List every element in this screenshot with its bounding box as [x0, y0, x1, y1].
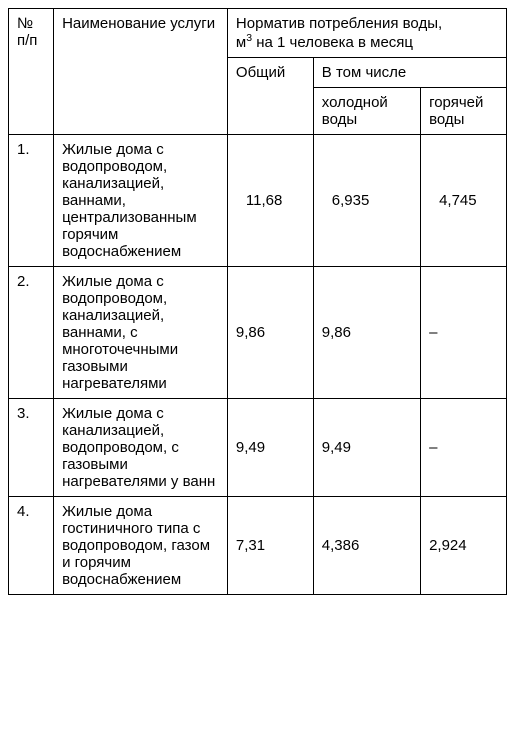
- cell-name: Жилые дома с канализацией, водопроводом,…: [54, 399, 228, 497]
- cell-cold: 4,386: [313, 497, 420, 595]
- header-norm-line1: Норматив потребления воды,: [236, 15, 442, 32]
- cell-cold: 6,935: [313, 135, 420, 267]
- cell-hot: 4,745: [421, 135, 507, 267]
- cell-total: 7,31: [227, 497, 313, 595]
- cell-cold: 9,86: [313, 267, 420, 399]
- header-cold: холодной воды: [313, 88, 420, 135]
- table-row: 3. Жилые дома с канализацией, водопровод…: [9, 399, 507, 497]
- table-row: 2. Жилые дома с водопроводом, канализаци…: [9, 267, 507, 399]
- water-norms-table: № п/п Наименование услуги Норматив потре…: [8, 8, 507, 595]
- cell-hot: –: [421, 399, 507, 497]
- cell-hot: 2,924: [421, 497, 507, 595]
- table-row: 4. Жилые дома гостиничного типа с водопр…: [9, 497, 507, 595]
- header-name: Наименование услуги: [54, 9, 228, 135]
- header-number: № п/п: [9, 9, 54, 135]
- header-hot: горячей воды: [421, 88, 507, 135]
- header-norm: Норматив потребления воды, м3 на 1 челов…: [227, 9, 506, 58]
- cell-total: 11,68: [227, 135, 313, 267]
- cell-total: 9,86: [227, 267, 313, 399]
- cell-name: Жилые дома с водопроводом, канализацией,…: [54, 267, 228, 399]
- cell-number: 4.: [9, 497, 54, 595]
- header-including: В том числе: [313, 58, 506, 88]
- cell-name: Жилые дома гостиничного типа с водопрово…: [54, 497, 228, 595]
- header-norm-suffix: на 1 человека в месяц: [252, 34, 413, 51]
- cell-cold: 9,49: [313, 399, 420, 497]
- cell-number: 3.: [9, 399, 54, 497]
- cell-number: 2.: [9, 267, 54, 399]
- header-norm-m: м: [236, 34, 246, 51]
- cell-total: 9,49: [227, 399, 313, 497]
- cell-name: Жилые дома с водопроводом, канализацией,…: [54, 135, 228, 267]
- cell-number: 1.: [9, 135, 54, 267]
- header-total: Общий: [227, 58, 313, 135]
- header-row-1: № п/п Наименование услуги Норматив потре…: [9, 9, 507, 58]
- table-row: 1. Жилые дома с водопроводом, канализаци…: [9, 135, 507, 267]
- cell-hot: –: [421, 267, 507, 399]
